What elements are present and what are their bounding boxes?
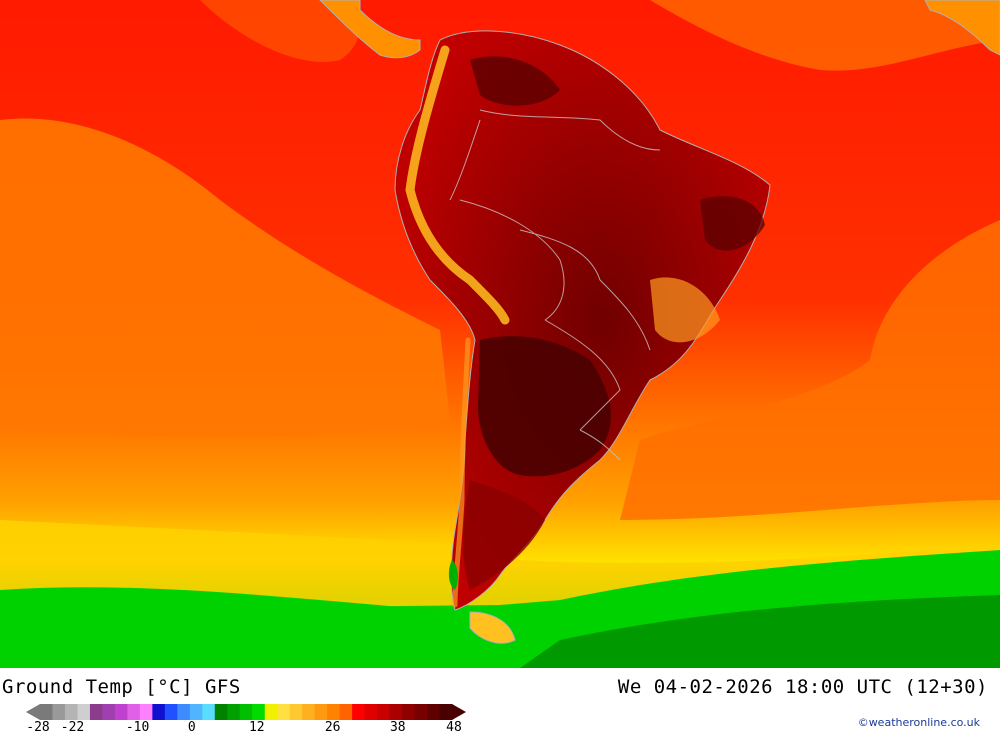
legend-swatch [239,704,253,720]
legend-swatch [40,704,53,720]
pacific-orange-region [0,118,450,437]
legend-swatch [377,704,391,720]
legend-swatch [52,704,66,720]
chile-green-patch [448,560,458,590]
temperature-map [0,0,1000,668]
caribbean-orange-region [650,0,1000,71]
legend-tick-label: 26 [324,720,341,735]
legend-swatch [352,704,366,720]
legend-swatch [402,704,416,720]
legend-swatch [364,704,378,720]
legend-swatch [77,704,91,720]
legend-colorbar [26,704,466,720]
hottest-core-north [470,56,560,106]
map-footer: Ground Temp [°C] GFS We 04-02-2026 18:00… [0,668,1000,735]
legend-swatch [139,704,153,720]
tierra-del-fuego [469,611,516,644]
central-america [319,0,421,59]
legend-swatch [252,704,266,720]
legend-swatch [427,704,441,720]
legend-swatch [339,704,353,720]
legend-swatch [227,704,241,720]
hottest-core-east [700,196,765,251]
legend-arrow-right [452,704,466,720]
legend-swatch [277,704,291,720]
legend-swatch [264,704,278,720]
legend-swatch [177,704,191,720]
dark-green-band [520,595,1000,668]
legend-swatch [289,704,303,720]
hottest-core-central [478,336,611,477]
atlantic-orange-region [620,220,1000,520]
andes-strip [405,45,510,325]
legend-tick-label: -10 [125,720,150,735]
legend-tick-label: 12 [248,720,265,735]
caribbean-island [924,0,1000,56]
legend-tick-label: 0 [187,720,196,735]
credit-link[interactable]: ©weatheronline.co.uk [857,716,980,729]
legend-swatch [214,704,228,720]
legend-swatch [114,704,128,720]
legend-swatch [152,704,166,720]
legend-swatch [327,704,341,720]
hot-patagonia [463,480,545,590]
legend-swatch [102,704,116,720]
legend-swatch [64,704,78,720]
legend-tick-label: -22 [60,720,85,735]
country-borders [449,109,661,461]
legend-tick-label: 38 [389,720,406,735]
map-timestamp: We 04-02-2026 18:00 UTC (12+30) [617,676,988,698]
map-title: Ground Temp [°C] GFS [2,676,241,698]
legend-swatch [202,704,216,720]
legend-tick-label: -28 [26,720,50,735]
legend-swatch [164,704,178,720]
legend-arrow-left [26,704,40,720]
legend-swatch [314,704,328,720]
legend-swatch [189,704,203,720]
legend-swatch [389,704,403,720]
north-pacific-orange [200,0,360,62]
legend-swatch [302,704,316,720]
legend-tick-label: 48 [446,720,462,735]
legend-swatch [439,704,453,720]
highlands-patch [650,277,720,343]
legend-swatch [127,704,141,720]
legend-swatch [414,704,428,720]
legend-swatch [89,704,103,720]
